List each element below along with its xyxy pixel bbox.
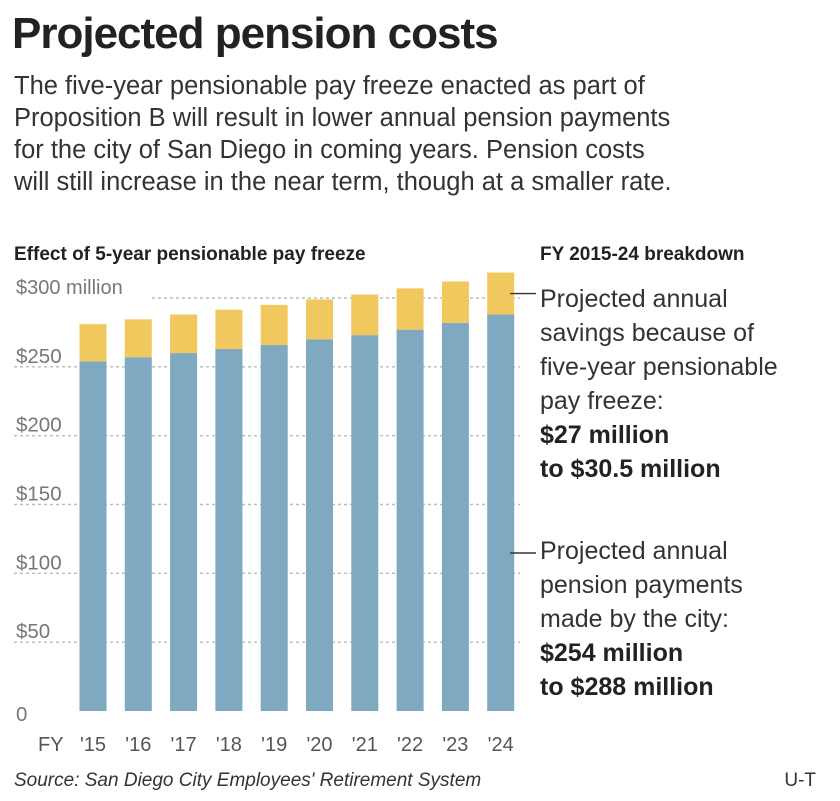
description: The five-year pensionable pay freeze ena… <box>14 70 814 198</box>
y-tick-label: $300 million <box>16 277 123 299</box>
savings-bar <box>306 299 333 340</box>
savings-line: pay freeze: <box>540 387 664 415</box>
y-tick-label: $150 <box>16 483 62 506</box>
x-tick-label: '15 <box>80 734 106 756</box>
y-tick-label: 0 <box>16 703 27 726</box>
payments-bar <box>487 314 515 711</box>
x-tick-label: '19 <box>261 734 287 756</box>
x-tick-label: '16 <box>125 734 151 756</box>
source-note: Source: San Diego City Employees' Retire… <box>14 770 482 791</box>
x-tick-label: '22 <box>397 734 423 756</box>
payments-bar <box>351 335 379 711</box>
savings-annotation: Projected annual savings because of five… <box>540 282 778 486</box>
savings-line: five-year pensionable <box>540 353 778 381</box>
payments-line: pension payments <box>540 571 743 599</box>
stacked-bar-chart: 0 $50 $100 $150 $200 $250 $300 million '15 '16 '1… <box>14 272 536 756</box>
payments-line: made by the city: <box>540 605 729 633</box>
chart-heading: Effect of 5-year pensionable pay freeze <box>14 244 366 265</box>
x-tick-label: '20 <box>306 734 332 756</box>
description-line: Proposition B will result in lower annua… <box>14 104 671 132</box>
y-tick-label: $250 <box>16 345 62 368</box>
savings-bar <box>441 281 469 323</box>
description-line: The five-year pensionable pay freeze ena… <box>14 72 645 100</box>
payments-line: Projected annual <box>540 537 728 565</box>
x-tick-label: '24 <box>488 734 514 756</box>
savings-line: Projected annual <box>540 285 728 313</box>
description-line: will still increase in the near term, th… <box>14 168 672 196</box>
payments-bar <box>215 348 243 711</box>
savings-bar <box>215 309 243 349</box>
payments-bar <box>396 329 424 711</box>
savings-bar <box>351 294 379 336</box>
x-tick-label: '18 <box>216 734 242 756</box>
savings-bar <box>487 272 515 315</box>
savings-value: $27 million <box>540 421 670 449</box>
payments-bar <box>79 361 107 711</box>
payments-bar <box>170 353 198 711</box>
y-tick-label: $200 <box>16 414 62 437</box>
savings-bar <box>124 319 152 358</box>
savings-bar <box>396 288 424 330</box>
savings-value: to $30.5 million <box>540 455 721 483</box>
payments-value: to $288 million <box>540 673 714 701</box>
payments-bar <box>306 339 333 711</box>
x-tick-label: '17 <box>171 734 197 756</box>
x-axis-prefix: FY <box>38 734 64 756</box>
x-tick-label: '23 <box>442 734 468 756</box>
credit: U-T <box>784 770 816 791</box>
y-tick-label: $100 <box>16 551 62 574</box>
savings-line: savings because of <box>540 319 755 347</box>
savings-bar <box>260 304 288 345</box>
payments-bar <box>441 322 469 711</box>
payments-value: $254 million <box>540 639 684 667</box>
x-tick-label: '21 <box>352 734 378 756</box>
payments-annotation: Projected annual pension payments made b… <box>540 534 743 704</box>
description-line: for the city of San Diego in coming year… <box>14 136 645 164</box>
payments-bar <box>260 344 288 711</box>
breakdown-heading: FY 2015-24 breakdown <box>540 244 745 265</box>
page-title: Projected pension costs <box>12 9 499 58</box>
savings-bar <box>79 324 107 362</box>
y-tick-label: $50 <box>16 620 50 643</box>
savings-bar <box>170 314 198 354</box>
payments-bar <box>124 357 152 711</box>
